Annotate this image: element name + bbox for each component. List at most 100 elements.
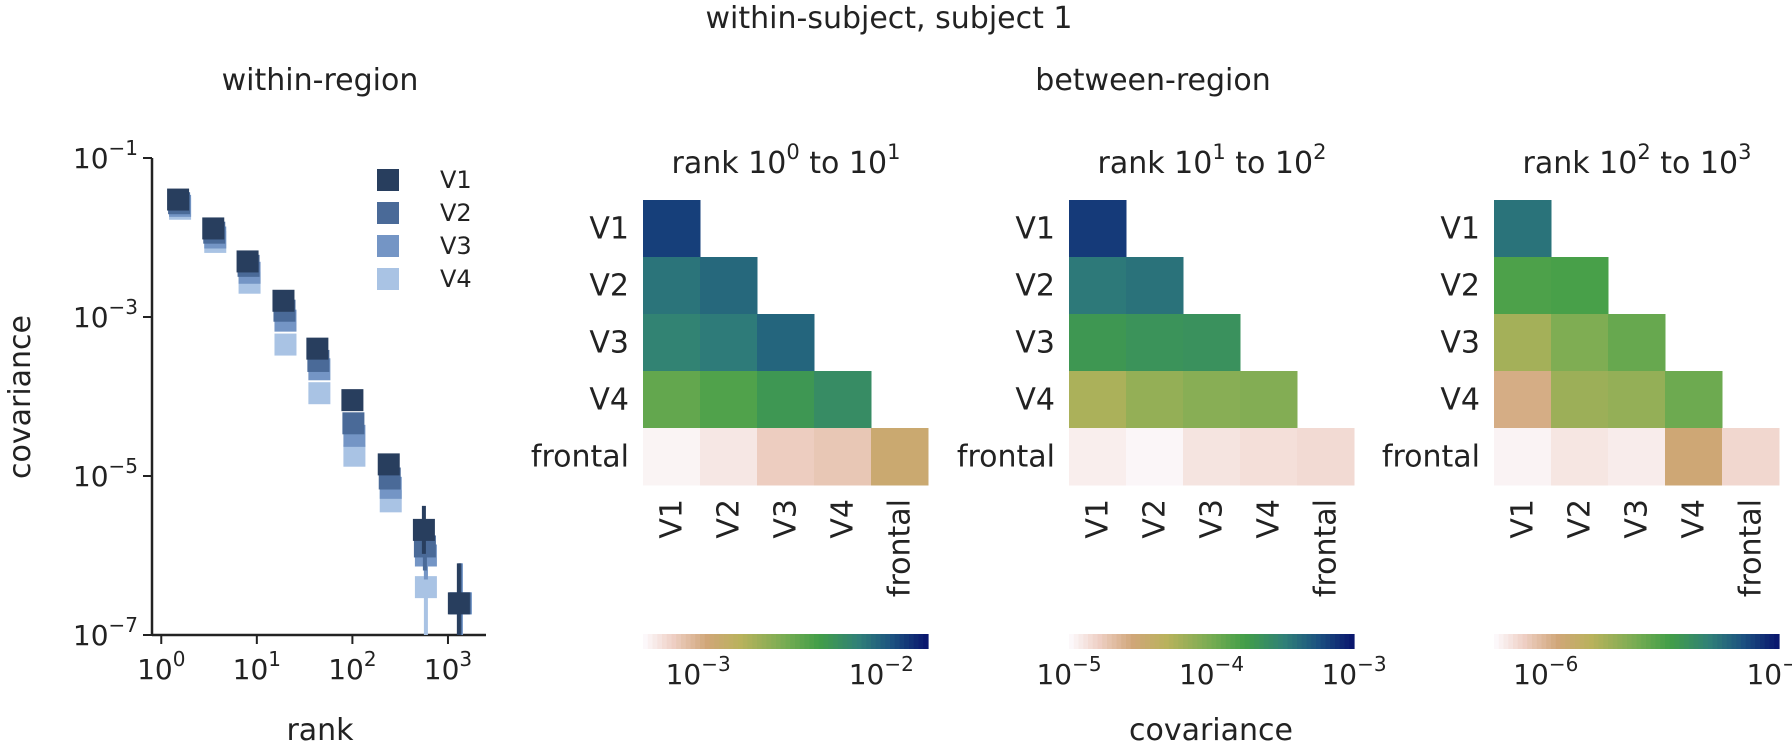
heatmap-col-label: V3 (1195, 499, 1230, 539)
colorbar-segment (681, 634, 687, 649)
colorbar-segment (1111, 634, 1118, 649)
colorbar-segment (1726, 634, 1733, 649)
heatmap-col-label: V2 (1138, 499, 1173, 539)
colorbar-segment (904, 634, 910, 649)
colorbar-segment (1541, 634, 1547, 649)
colorbar-segment (1206, 634, 1213, 649)
colorbar-segment (1503, 634, 1509, 649)
colorbar-segment (1603, 634, 1609, 649)
heatmap-row-label: V2 (1440, 269, 1480, 304)
colorbar-segment (1722, 634, 1728, 649)
heatmap-cell (643, 257, 701, 315)
colorbar-segment (695, 634, 701, 649)
colorbar-segment (742, 634, 749, 649)
colorbar-segment (866, 634, 872, 649)
colorbar-segment (1078, 634, 1084, 649)
colorbar-segment (1306, 634, 1312, 649)
colorbar-segment (733, 634, 739, 649)
colorbar-segment (1589, 634, 1595, 649)
heatmap-col-label: frontal (1734, 499, 1769, 597)
heatmap-cell (1183, 428, 1241, 486)
colorbar-segment (1698, 634, 1704, 649)
colorbar-segment (1282, 634, 1289, 649)
data-point-v1 (272, 289, 295, 312)
colorbar-segment (871, 634, 877, 649)
colorbar-segment (1069, 634, 1075, 649)
colorbar-segment (856, 634, 863, 649)
heatmap-cell (643, 200, 701, 258)
colorbar-segment (1774, 634, 1780, 649)
x-axis-label: rank (286, 713, 354, 748)
colorbar-segment (1259, 634, 1265, 649)
colorbar-segment (1145, 634, 1151, 649)
heatmap-cell (1126, 428, 1184, 486)
heatmap-col-label: V2 (712, 499, 747, 539)
colorbar-segment (1211, 634, 1217, 649)
colorbar-segment (1088, 634, 1094, 649)
colorbar-tick-label: 10−3 (666, 652, 731, 691)
colorbar-segment (823, 634, 829, 649)
heatmap-cell (1608, 371, 1666, 429)
colorbar-segment (1083, 634, 1089, 649)
colorbar-segment (1178, 634, 1184, 649)
heatmap-cell (1665, 428, 1723, 486)
colorbar-segment (1688, 634, 1695, 649)
colorbar-segment (1665, 634, 1671, 649)
heatmap-cell (1551, 428, 1609, 486)
colorbar-segment (1297, 634, 1303, 649)
heatmap-cell (1126, 257, 1184, 315)
colorbar-segment (1508, 634, 1514, 649)
heatmap-cell (1126, 314, 1184, 372)
colorbar-segment (1555, 634, 1562, 649)
heatmap-cell (757, 314, 815, 372)
colorbar-segment (1197, 634, 1203, 649)
colorbar-segment (780, 634, 787, 649)
colorbar-segment (814, 634, 820, 649)
colorbar-segment (1140, 634, 1146, 649)
colorbar-segment (1584, 634, 1590, 649)
heatmap-col-label: V4 (1252, 499, 1287, 539)
heatmap-row-label: V3 (1440, 326, 1480, 361)
colorbar-segment (1097, 634, 1103, 649)
between-region-heatmaps: rank 100 to 101 V1 V2 V3 V4 frontal V1 V2 V3 V4 fr… (531, 140, 1792, 691)
colorbar-segment (1593, 634, 1600, 649)
colorbar-segment (1574, 634, 1581, 649)
heatmap-row-label: V1 (1015, 212, 1055, 247)
colorbar-segment (666, 634, 673, 649)
heatmap-cell (1722, 428, 1780, 486)
heatmap-cell (1183, 371, 1241, 429)
y-axis-label: covariance (3, 315, 38, 479)
colorbar-segment (909, 634, 915, 649)
colorbar-segment (1154, 634, 1160, 649)
heatmap-col-label: V2 (1563, 499, 1598, 539)
colorbar-segment (752, 634, 758, 649)
colorbar-segment (1693, 634, 1699, 649)
heatmap-title: rank 102 to 103 (1523, 140, 1752, 181)
heatmap-row-label: V3 (1015, 326, 1055, 361)
rank-covariance-scatter: 100 101 102 103 10−1 10−3 10−5 10−7 rank covarian… (3, 136, 486, 748)
heatmap-cell (700, 257, 758, 315)
colorbar-segment (894, 634, 901, 649)
colorbar-segment (714, 634, 720, 649)
legend-label-v4: V4 (440, 265, 472, 293)
colorbar-segment (771, 634, 777, 649)
y-tick-label: 10−5 (73, 454, 138, 493)
colorbar-segment (662, 634, 668, 649)
heatmap-cell (1608, 428, 1666, 486)
heatmap-panel-1: rank 100 to 101 V1 V2 V3 V4 frontal V1 V2 V3 V4 fr… (531, 140, 929, 691)
colorbar-segment (1278, 634, 1284, 649)
colorbar-segment (890, 634, 896, 649)
heatmap-col-label: V4 (1677, 499, 1712, 539)
heatmap-cell (1069, 200, 1127, 258)
data-point-v1 (167, 188, 190, 211)
heatmap-row-label: V4 (589, 383, 629, 418)
colorbar-segment (842, 634, 848, 649)
colorbar-segment (1268, 634, 1274, 649)
colorbar-segment (833, 634, 839, 649)
heatmap-row-label: V4 (1440, 383, 1480, 418)
colorbar-segment (1320, 634, 1327, 649)
colorbar-segment (1551, 634, 1557, 649)
x-tick-label: 103 (424, 647, 472, 686)
colorbar-segment (776, 634, 782, 649)
colorbar-segment (1669, 634, 1676, 649)
